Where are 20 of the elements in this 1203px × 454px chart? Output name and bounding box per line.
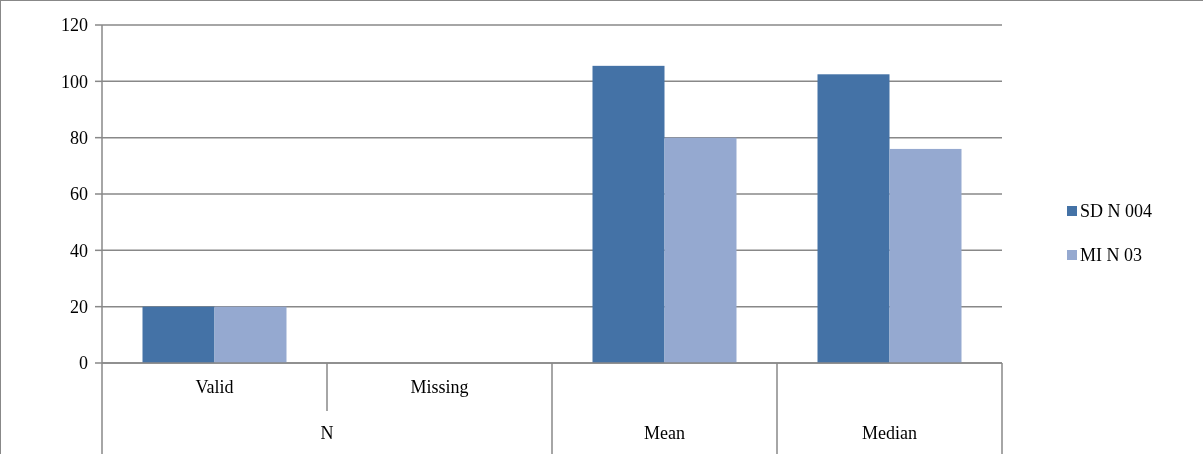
legend-label: SD N 004	[1080, 201, 1153, 222]
y-tick-label: 40	[70, 240, 88, 261]
bar	[664, 137, 737, 363]
x-tick-label: Missing	[410, 377, 469, 397]
x-tick-label: Median	[862, 423, 917, 443]
bar	[214, 306, 287, 363]
bar	[142, 306, 215, 363]
legend-label: MI N 03	[1080, 245, 1142, 266]
bar	[889, 148, 962, 363]
x-tick-label: Mean	[644, 423, 685, 443]
y-tick-label: 120	[61, 15, 88, 36]
y-tick-label: 60	[70, 184, 88, 205]
bar	[592, 65, 665, 363]
y-tick-label: 20	[70, 296, 88, 317]
x-tick-label: Valid	[195, 377, 234, 397]
bar	[817, 74, 890, 363]
y-tick-label: 0	[79, 353, 88, 374]
y-tick-label: 80	[70, 127, 88, 148]
y-tick-label: 100	[61, 71, 88, 92]
text: N	[320, 423, 334, 443]
